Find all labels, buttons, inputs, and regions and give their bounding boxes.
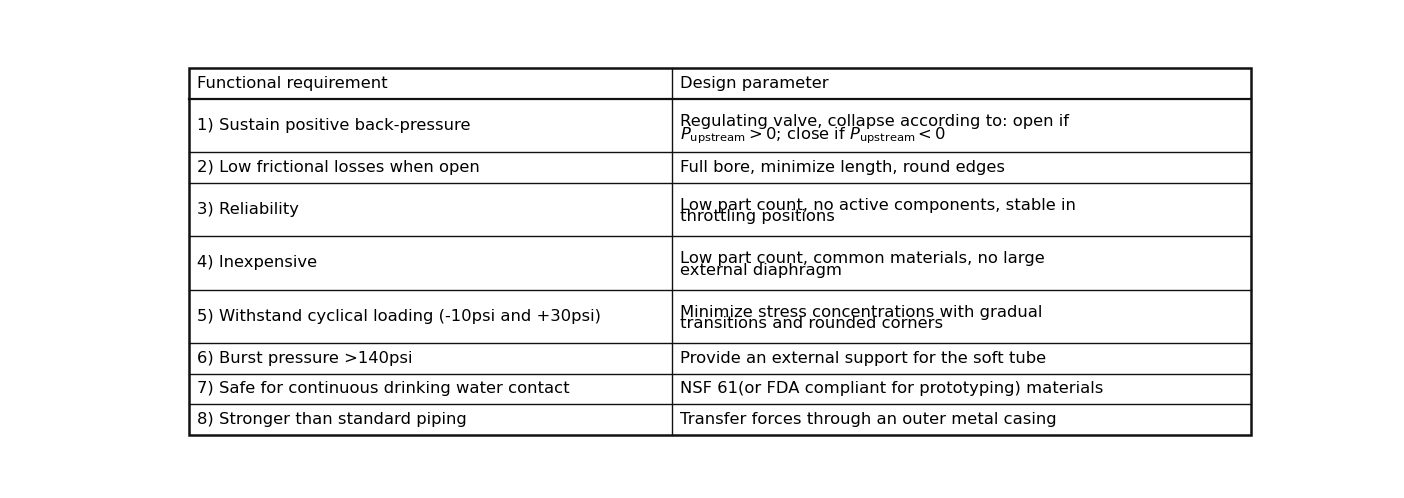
Text: NSF 61(or FDA compliant for prototyping) materials: NSF 61(or FDA compliant for prototyping)… [681, 381, 1104, 396]
Text: 1) Sustain positive back-pressure: 1) Sustain positive back-pressure [197, 118, 470, 133]
Text: Regulating valve, collapse according to: open if: Regulating valve, collapse according to:… [681, 114, 1070, 128]
Text: 8) Stronger than standard piping: 8) Stronger than standard piping [197, 412, 468, 427]
Text: throttling positions: throttling positions [681, 210, 835, 225]
Text: external diaphragm: external diaphragm [681, 263, 842, 278]
Text: transitions and rounded corners: transitions and rounded corners [681, 316, 943, 331]
Text: Provide an external support for the soft tube: Provide an external support for the soft… [681, 351, 1046, 366]
Text: 4) Inexpensive: 4) Inexpensive [197, 255, 317, 270]
Text: 7) Safe for continuous drinking water contact: 7) Safe for continuous drinking water co… [197, 381, 570, 396]
Text: 2) Low frictional losses when open: 2) Low frictional losses when open [197, 160, 480, 175]
Text: Low part count, no active components, stable in: Low part count, no active components, st… [681, 198, 1077, 213]
Text: Design parameter: Design parameter [681, 76, 830, 91]
Text: 6) Burst pressure >140psi: 6) Burst pressure >140psi [197, 351, 413, 366]
Text: Minimize stress concentrations with gradual: Minimize stress concentrations with grad… [681, 305, 1043, 320]
Text: 5) Withstand cyclical loading (-10psi and +30psi): 5) Withstand cyclical loading (-10psi an… [197, 309, 601, 324]
Text: Functional requirement: Functional requirement [197, 76, 388, 91]
Text: Transfer forces through an outer metal casing: Transfer forces through an outer metal c… [681, 412, 1057, 427]
Text: 3) Reliability: 3) Reliability [197, 202, 299, 217]
Text: Low part count, common materials, no large: Low part count, common materials, no lar… [681, 251, 1045, 266]
Text: Full bore, minimize length, round edges: Full bore, minimize length, round edges [681, 160, 1005, 175]
Text: $P_\mathrm{upstream} > 0$; close if $P_\mathrm{upstream} < 0$: $P_\mathrm{upstream} > 0$; close if $P_\… [681, 125, 946, 146]
